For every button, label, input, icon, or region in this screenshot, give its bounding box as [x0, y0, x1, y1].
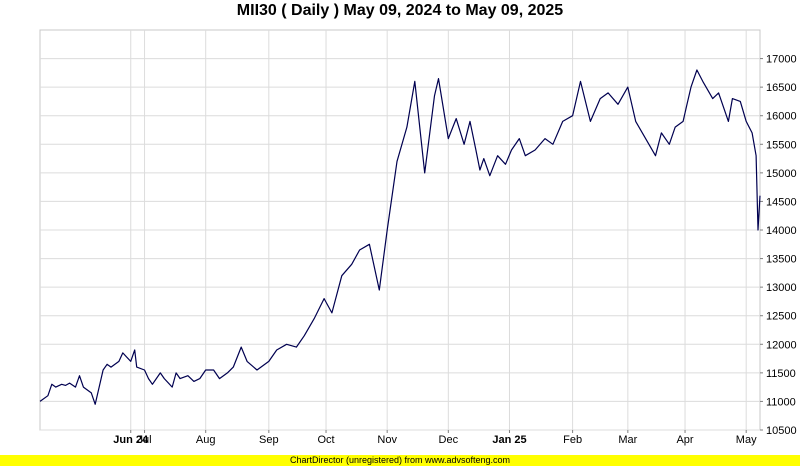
y-tick-label: 11500	[766, 368, 796, 380]
y-axis: 10500 11000 11500 12000 12500 13000 13500 14000…	[760, 54, 797, 437]
y-tick-label: 11000	[766, 396, 796, 408]
y-tick-label: 14500	[766, 196, 797, 208]
x-tick-label: Dec	[439, 434, 459, 446]
y-tick-label: 13500	[766, 254, 797, 266]
footer-credit: ChartDirector (unregistered) from www.ad…	[0, 455, 800, 466]
chart-title: MII30 ( Daily ) May 09, 2024 to May 09, …	[236, 2, 564, 19]
y-tick-label: 10500	[766, 425, 797, 437]
y-tick-label: 13000	[766, 282, 797, 294]
x-tick-label: Jan 25	[492, 434, 526, 446]
x-tick-label: Feb	[563, 434, 582, 446]
y-tick-label: 16000	[766, 111, 797, 123]
grid-lines	[40, 30, 760, 431]
y-tick-label: 12500	[766, 311, 797, 323]
y-tick-label: 12000	[766, 339, 797, 351]
x-tick-label: Nov	[377, 434, 397, 446]
series-layer	[39, 69, 761, 405]
x-tick-label: Oct	[317, 434, 334, 446]
chart-area: 10500 11000 11500 12000 12500 13000 13500 14000…	[39, 29, 797, 446]
x-tick-label: Sep	[259, 434, 279, 446]
y-tick-label: 15000	[766, 168, 797, 180]
y-tick-label: 15500	[766, 139, 797, 151]
y-tick-label: 14000	[766, 225, 797, 237]
y-tick-label: 16500	[766, 82, 797, 94]
x-tick-label: Mar	[618, 434, 637, 446]
x-tick-label: Apr	[676, 434, 693, 446]
x-tick-label: Jul	[138, 434, 152, 446]
series-line	[39, 69, 761, 405]
x-tick-label: Jun 24	[113, 434, 149, 446]
y-tick-label: 17000	[766, 54, 797, 66]
x-tick-label: Aug	[196, 434, 216, 446]
x-tick-label: May	[736, 434, 757, 446]
